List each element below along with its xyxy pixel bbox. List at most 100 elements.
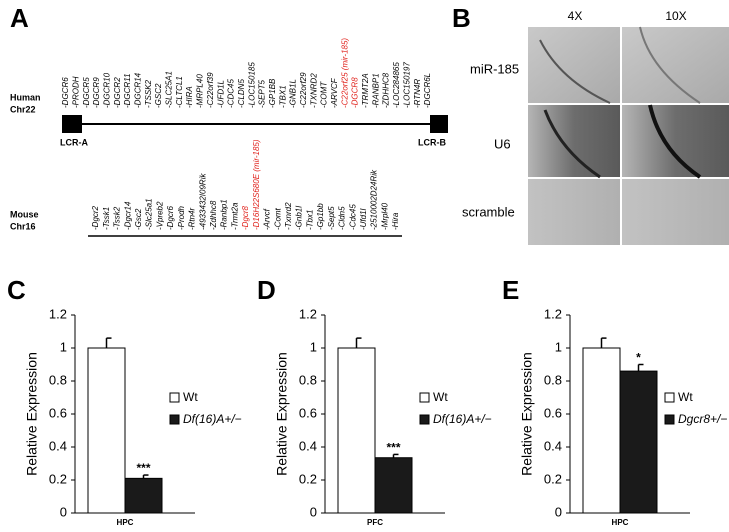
gene-label: -Cdc45 [348, 204, 357, 230]
gene-label: -TSSK2 [144, 79, 153, 108]
gene-label: -DGCR6 [61, 77, 70, 108]
gene-label: -SLC25A1 [165, 71, 174, 108]
gene-label: -DGCR14 [134, 72, 143, 108]
gene-label: -4933432I09Rik [198, 173, 207, 230]
gene-label: -Hira [391, 212, 400, 230]
y-axis-label: Relative Expression [519, 352, 535, 476]
gene-label: -Zdhhc8 [209, 200, 218, 230]
gene-label: -Cldn5 [338, 206, 347, 230]
y-tick-label: 0.8 [299, 372, 317, 387]
y-tick-label: 0.8 [544, 372, 562, 387]
gene-label: -Sept5 [327, 206, 336, 230]
gene-label: -Tssk2 [113, 206, 122, 230]
y-tick-label: 0.4 [299, 438, 317, 453]
gene-label: -DGCR9 [92, 77, 101, 108]
legend-swatch [419, 414, 430, 425]
row-label: scramble [462, 204, 515, 219]
gene-label: -Gsc2 [134, 208, 143, 230]
y-tick-label: 0.2 [49, 471, 67, 486]
gene-label: -TRMT2A [361, 73, 370, 108]
gene-label: -Gnb1l [295, 206, 304, 230]
y-tick-label: 1 [60, 339, 67, 354]
legend-swatch [664, 414, 675, 425]
gene-label: -Prodh [177, 205, 186, 230]
gene-label: -Tbx1 [305, 210, 314, 230]
y-axis-label: Relative Expression [24, 352, 40, 476]
gene-label: -DGCR2 [113, 77, 122, 108]
gene-label: -DGCR6L [423, 73, 432, 108]
gene-label: -Dgcr6 [166, 205, 175, 230]
y-tick-label: 0.2 [544, 471, 562, 486]
legend-label: Wt [183, 390, 198, 404]
significance: * [636, 351, 641, 365]
lcr-box [430, 115, 448, 133]
column-header: 4X [568, 9, 583, 23]
gene-label: -Comt [273, 207, 282, 230]
micrograph [528, 105, 620, 177]
gene-label: -TXNRD2 [309, 73, 318, 108]
bar [337, 347, 376, 514]
legend-swatch [169, 414, 180, 425]
gene-label: -Ufd1l [359, 208, 368, 230]
gene-label: -Tssk1 [102, 207, 111, 230]
row-label: miR-185 [470, 61, 519, 76]
y-tick-label: 1 [555, 339, 562, 354]
y-tick-label: 0.4 [544, 438, 562, 453]
legend-label: Df(16)A+/− [183, 412, 242, 426]
gene-label: -CDC45 [227, 79, 236, 108]
legend-swatch [169, 392, 180, 403]
gene-label: -Dgcr2 [91, 205, 100, 230]
gene-label: -MRPL40 [196, 74, 205, 108]
micrographs [528, 26, 729, 245]
gene-label: -COMT [320, 81, 329, 108]
gene-label: -Rtn4r [188, 207, 197, 230]
gene-label: -ARVCF [330, 77, 339, 108]
gene-label: -Dgcr14 [123, 201, 132, 230]
column-header: 10X [665, 9, 686, 23]
y-tick-label: 0.4 [49, 438, 67, 453]
legend-swatch [419, 392, 430, 403]
legend-label: Dgcr8+/− [678, 412, 727, 426]
x-tick-label: PFC [367, 518, 383, 527]
gene-label: -DGCR8 [351, 77, 360, 108]
panel-letter: A [10, 3, 29, 33]
x-tick-label: HPC [612, 518, 629, 527]
significance: *** [386, 441, 400, 455]
gene-label: -C22orf29 [299, 72, 308, 108]
y-tick-label: 0.8 [49, 372, 67, 387]
gene-label: -Gp1bb [316, 203, 325, 230]
gene-label: -DGCR11 [123, 73, 132, 108]
legend-label: Wt [678, 390, 693, 404]
gene-label: -RANBP1 [371, 73, 380, 108]
gene-label: -GNB1L [289, 79, 298, 108]
bar [374, 457, 413, 514]
gene-label: -LOC150197 [402, 62, 411, 108]
micrograph [622, 179, 729, 245]
y-tick-label: 0 [60, 504, 67, 519]
micrograph [622, 105, 729, 177]
gene-label: -SEPT5 [258, 79, 267, 108]
panel-letter: B [452, 3, 471, 33]
significance: *** [136, 461, 150, 475]
chromosome-name: Human [10, 92, 41, 102]
y-tick-label: 0.2 [299, 471, 317, 486]
row-label: U6 [494, 136, 511, 151]
y-tick-label: 0.6 [544, 405, 562, 420]
bar [619, 370, 658, 514]
legend-label: Wt [433, 390, 448, 404]
y-tick-label: 1.2 [299, 306, 317, 321]
bar [87, 347, 126, 514]
legend-label: Df(16)A+/− [433, 412, 492, 426]
y-tick-label: 0 [555, 504, 562, 519]
lcr-label: LCR-B [418, 137, 446, 147]
lcr-label: LCR-A [60, 137, 88, 147]
gene-label: -GP1BB [268, 78, 277, 108]
x-tick-label: HPC [117, 518, 134, 527]
gene-label: -LOC284865 [392, 62, 401, 108]
micrograph [528, 179, 620, 245]
gene-label: -DGCR5 [82, 77, 91, 108]
chromosome-name: Chr22 [10, 104, 36, 114]
y-tick-label: 1.2 [544, 306, 562, 321]
y-tick-label: 1.2 [49, 306, 67, 321]
